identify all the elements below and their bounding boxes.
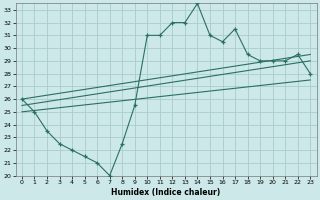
X-axis label: Humidex (Indice chaleur): Humidex (Indice chaleur) — [111, 188, 221, 197]
